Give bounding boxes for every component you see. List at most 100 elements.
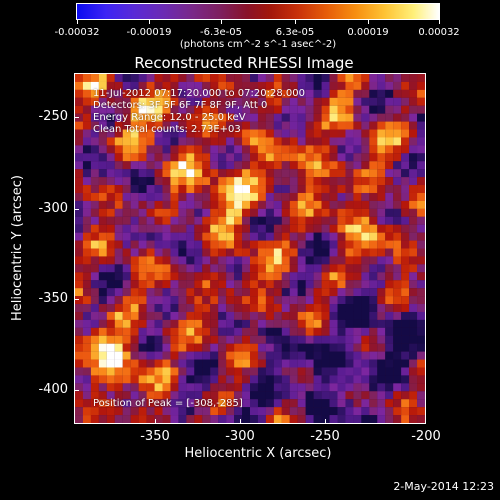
heatmap-cell: [146, 153, 155, 162]
heatmap-cell: [162, 169, 171, 178]
heatmap-cell: [122, 161, 131, 170]
heatmap-cell: [82, 272, 91, 281]
heatmap-cell: [218, 359, 227, 368]
heatmap-cell: [218, 153, 227, 162]
heatmap-cell: [385, 256, 394, 265]
heatmap-cell: [130, 256, 139, 265]
heatmap-cell: [114, 81, 123, 90]
heatmap-cell: [170, 240, 179, 249]
heatmap-cell: [178, 224, 187, 233]
heatmap-cell: [265, 375, 274, 384]
heatmap-cell: [170, 232, 179, 241]
heatmap-cell: [289, 74, 298, 82]
heatmap-cell: [106, 113, 115, 122]
color-bar-tick-5: [368, 20, 369, 24]
heatmap-cell: [162, 383, 171, 392]
heatmap-cell: [242, 248, 251, 257]
heatmap-cell: [369, 232, 378, 241]
heatmap-cell: [377, 177, 386, 186]
heatmap-cell: [114, 311, 123, 320]
heatmap-cell: [385, 81, 394, 90]
heatmap-cell: [154, 192, 163, 201]
heatmap-cell: [393, 399, 402, 408]
heatmap-cell: [337, 319, 346, 328]
heatmap-cell: [122, 200, 131, 209]
heatmap-cell: [345, 296, 354, 305]
heatmap-cell: [170, 97, 179, 106]
heatmap-cell: [321, 74, 330, 82]
heatmap-cell: [130, 375, 139, 384]
heatmap-cell: [353, 383, 362, 392]
heatmap-cell: [369, 121, 378, 130]
heatmap-cell: [218, 89, 227, 98]
heatmap-cell: [242, 97, 251, 106]
color-bar-label-4: 6.3e-05: [275, 27, 315, 38]
heatmap-cell: [194, 161, 203, 170]
heatmap-cell: [242, 311, 251, 320]
heatmap-cell: [138, 415, 147, 423]
heatmap-cell: [361, 121, 370, 130]
color-bar-label-1: -0.00032: [54, 27, 100, 38]
heatmap-cell: [321, 319, 330, 328]
heatmap-cell: [377, 200, 386, 209]
heatmap-cell: [313, 343, 322, 352]
heatmap-cell: [369, 272, 378, 281]
heatmap-cell: [250, 319, 259, 328]
heatmap-cell: [202, 169, 211, 178]
heatmap-cell: [210, 367, 219, 376]
heatmap-cell: [138, 288, 147, 297]
heatmap-cell: [114, 240, 123, 249]
heatmap-cell: [345, 407, 354, 416]
heatmap-cell: [82, 192, 91, 201]
heatmap-cell: [114, 153, 123, 162]
heatmap-cell: [289, 343, 298, 352]
heatmap-cell: [218, 97, 227, 106]
heatmap-cell: [210, 177, 219, 186]
heatmap-cell: [329, 383, 338, 392]
heatmap-cell: [409, 137, 418, 146]
heatmap-cell: [202, 304, 211, 313]
heatmap-cell: [75, 129, 84, 138]
heatmap-cell: [90, 89, 99, 98]
heatmap-cell: [313, 288, 322, 297]
heatmap-cell: [353, 200, 362, 209]
heatmap-cell: [385, 264, 394, 273]
heatmap-cell: [138, 232, 147, 241]
heatmap-cell: [417, 153, 425, 162]
heatmap-cell: [178, 153, 187, 162]
heatmap-cell: [409, 113, 418, 122]
heatmap-cell: [194, 272, 203, 281]
heatmap-cell: [218, 280, 227, 289]
heatmap-cell: [385, 327, 394, 336]
heatmap-cell: [130, 240, 139, 249]
heatmap-cell: [218, 216, 227, 225]
color-bar-tick-1: [77, 20, 78, 24]
heatmap-cell: [154, 216, 163, 225]
heatmap-cell: [90, 74, 99, 82]
heatmap-cell: [210, 121, 219, 130]
heatmap-cell: [257, 296, 266, 305]
heatmap-cell: [273, 74, 282, 82]
heatmap-cell: [242, 129, 251, 138]
heatmap-cell: [297, 137, 306, 146]
heatmap-cell: [242, 375, 251, 384]
heatmap-cell: [321, 343, 330, 352]
heatmap-cell: [401, 311, 410, 320]
heatmap-cell: [130, 280, 139, 289]
heatmap-cell: [297, 351, 306, 360]
heatmap-cell: [146, 232, 155, 241]
heatmap-cell: [210, 264, 219, 273]
heatmap-cell: [202, 216, 211, 225]
heatmap-cell: [337, 296, 346, 305]
heatmap-cell: [353, 129, 362, 138]
heatmap-cell: [178, 319, 187, 328]
heatmap-cell: [154, 248, 163, 257]
heatmap-cell: [265, 311, 274, 320]
heatmap-cell: [265, 240, 274, 249]
heatmap-cell: [329, 280, 338, 289]
heatmap-cell: [289, 97, 298, 106]
heatmap-cell: [146, 319, 155, 328]
heatmap-cell: [154, 256, 163, 265]
heatmap-cell: [281, 74, 290, 82]
heatmap-cell: [226, 288, 235, 297]
